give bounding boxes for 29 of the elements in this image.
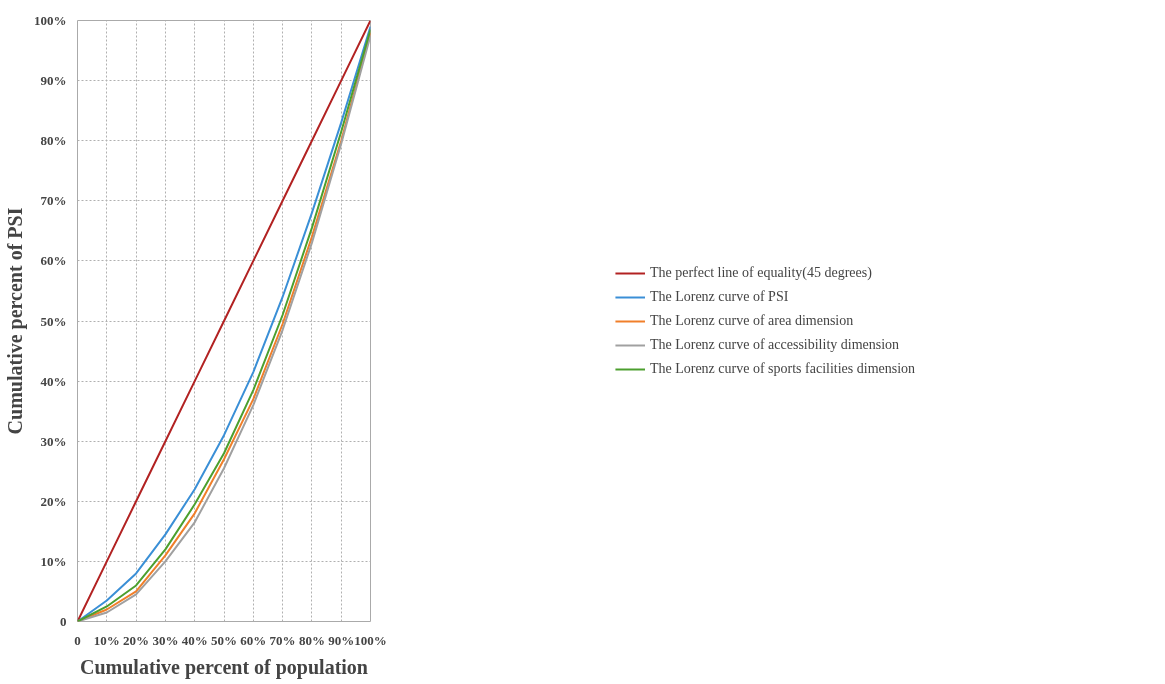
x-tick-label: 0	[74, 632, 81, 648]
y-tick-label: 30%	[40, 433, 67, 449]
y-tick-label: 70%	[40, 193, 67, 209]
x-tick-label: 70%	[269, 632, 296, 648]
legend-label: The Lorenz curve of sports facilities dimension	[649, 360, 916, 377]
legend-label: The Lorenz curve of PSI	[649, 288, 789, 305]
x-tick-label: 100%	[354, 632, 387, 648]
x-tick-label: 30%	[152, 632, 179, 648]
x-tick-label: 10%	[93, 632, 120, 648]
y-tick-label: 40%	[40, 373, 67, 389]
y-tick-label: 20%	[40, 493, 67, 509]
legend-label: The perfect line of equality(45 degrees)	[649, 264, 872, 281]
y-tick-label: 80%	[40, 133, 67, 149]
x-axis-title: Cumulative percent of population	[80, 655, 368, 679]
x-tick-label: 60%	[240, 632, 267, 648]
y-tick-label: 90%	[40, 73, 67, 89]
y-tick-label: 0	[60, 614, 67, 629]
x-tick-label: 40%	[181, 632, 208, 648]
y-axis-title: Cumulative percent of PSI	[4, 207, 27, 435]
x-tick-label: 20%	[123, 632, 150, 648]
x-tick-label: 50%	[211, 632, 237, 648]
legend-label: The Lorenz curve of accessibility dimension	[649, 336, 900, 353]
y-tick-label: 10%	[40, 553, 67, 569]
x-tick-label: 90%	[328, 632, 355, 648]
legend-label: The Lorenz curve of area dimension	[649, 312, 854, 329]
x-tick-label: 80%	[298, 632, 325, 648]
y-tick-label: 60%	[40, 253, 67, 269]
y-tick-label: 100%	[34, 13, 67, 28]
y-tick-label: 50%	[40, 313, 67, 329]
